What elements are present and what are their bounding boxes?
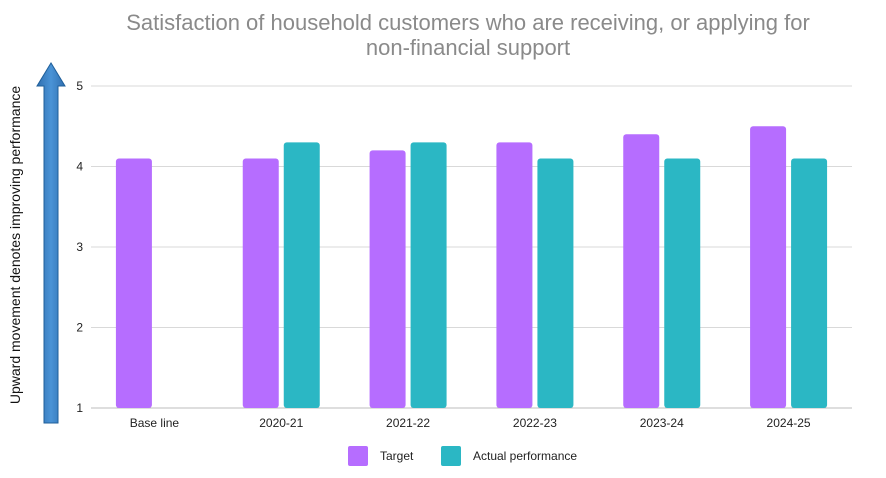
bar-actual-performance-2024-25 (791, 158, 828, 408)
grid-layer (91, 85, 852, 409)
x-tick-label: Base line (130, 416, 180, 430)
bar-target-2024-25 (750, 126, 787, 408)
legend-swatch-target (348, 446, 368, 466)
y-tick-label: 5 (76, 79, 83, 93)
bar-layer (115, 126, 828, 409)
x-tick-label: 2023-24 (640, 416, 684, 430)
side-axis-label: Upward movement denotes improving perfor… (7, 86, 23, 404)
x-tick-label: 2024-25 (767, 416, 811, 430)
y-tick-label: 2 (76, 321, 83, 335)
bar-actual-performance-2020-21 (283, 142, 320, 408)
chart-title-line-2: non-financial support (366, 35, 570, 60)
legend-label-target: Target (380, 449, 414, 463)
bar-target-2021-22 (369, 150, 406, 408)
x-tick-label: 2021-22 (386, 416, 430, 430)
y-tick-label: 4 (76, 160, 83, 174)
bar-target-2022-23 (496, 142, 533, 408)
bar-actual-performance-2023-24 (664, 158, 701, 408)
x-tick-label: 2020-21 (259, 416, 303, 430)
legend-label-actual-performance: Actual performance (473, 449, 577, 463)
y-tick-label: 1 (76, 401, 83, 415)
chart-title-line-1: Satisfaction of household customers who … (126, 10, 810, 35)
bar-target-base-line (115, 158, 152, 408)
y-tick-label: 3 (76, 240, 83, 254)
legend: Target Actual performance (348, 446, 577, 466)
x-tick-label: 2022-23 (513, 416, 557, 430)
x-tick-layer: Base line 2020-21 2021-22 2022-23 2023-24 202… (130, 416, 811, 430)
upward-arrow-icon (36, 62, 66, 424)
bar-actual-performance-2022-23 (537, 158, 574, 408)
legend-swatch-actual-performance (441, 446, 461, 466)
bar-target-2020-21 (242, 158, 279, 408)
bar-actual-performance-2021-22 (410, 142, 447, 408)
bar-target-2023-24 (623, 134, 660, 409)
y-tick-layer: 1 2 3 4 5 (76, 79, 83, 415)
